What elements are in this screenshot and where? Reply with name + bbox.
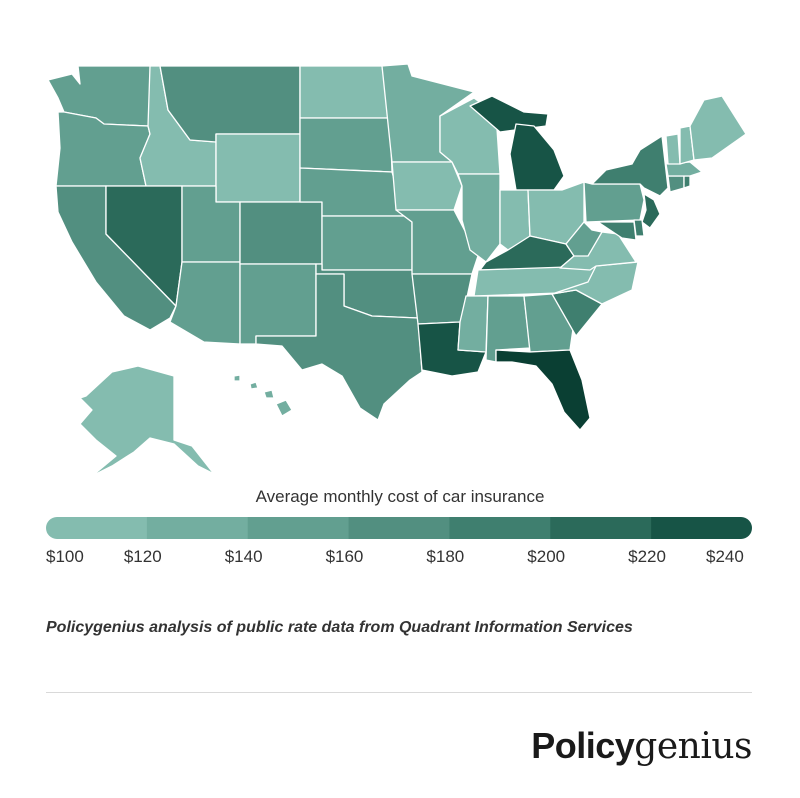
state-connecticut [667, 175, 685, 193]
divider [46, 692, 752, 693]
state-north-carolina [551, 261, 639, 305]
legend-tick-label: $240 [706, 547, 744, 566]
state-new-york [591, 135, 669, 197]
policygenius-logo: Policygenius [531, 725, 752, 767]
state-kansas [321, 215, 413, 271]
us-choropleth-map [47, 63, 747, 477]
state-colorado [239, 201, 323, 265]
state-delaware [633, 219, 645, 237]
legend-swatch-c200 [550, 517, 652, 539]
state-alaska [79, 365, 215, 477]
state-michigan-upper [469, 95, 549, 133]
state-texas [255, 273, 423, 421]
legend-tick-label: $180 [426, 547, 465, 566]
legend-title: Average monthly cost of car insurance [255, 487, 545, 506]
state-iowa [391, 161, 463, 211]
state-new-mexico [239, 263, 317, 345]
legend-swatch-c220 [651, 517, 752, 539]
state-michigan-lower [509, 123, 565, 191]
state-arizona [169, 261, 241, 345]
state-vermont [665, 133, 681, 165]
legend-swatch-c160 [348, 517, 450, 539]
legend-color-bar [46, 517, 752, 539]
state-maryland [597, 221, 637, 241]
state-new-jersey [641, 193, 661, 229]
state-west-virginia [565, 221, 603, 257]
legend-swatch-c120 [146, 517, 249, 539]
logo-bold-text: Policy [531, 725, 635, 766]
state-rhode-island [683, 175, 691, 189]
legend-tick-label: $220 [628, 547, 666, 566]
legend-tick-label: $100 [46, 547, 84, 566]
state-wyoming [215, 133, 301, 203]
state-mississippi [457, 295, 489, 353]
source-note: Policygenius analysis of public rate dat… [46, 619, 633, 636]
state-hawaii-big-island [275, 399, 293, 417]
state-hawaii-kauai [233, 374, 241, 382]
state-maine [689, 95, 747, 161]
state-south-dakota [299, 117, 393, 173]
logo-light-text: genius [634, 726, 752, 767]
state-pennsylvania [583, 181, 645, 223]
legend-tick-label: $140 [224, 547, 263, 566]
legend-swatch-c140 [247, 517, 350, 539]
legend-swatch-c100 [46, 517, 148, 539]
state-illinois [457, 173, 501, 263]
state-north-dakota [299, 65, 391, 119]
state-hawaii-oahu [249, 381, 259, 390]
legend-swatch-c180 [449, 517, 551, 539]
legend-tick-label: $120 [123, 547, 162, 566]
legend-tick-label: $200 [527, 547, 566, 566]
state-hawaii-maui [263, 389, 275, 399]
state-florida [495, 349, 591, 431]
legend-tick-label: $160 [325, 547, 364, 566]
